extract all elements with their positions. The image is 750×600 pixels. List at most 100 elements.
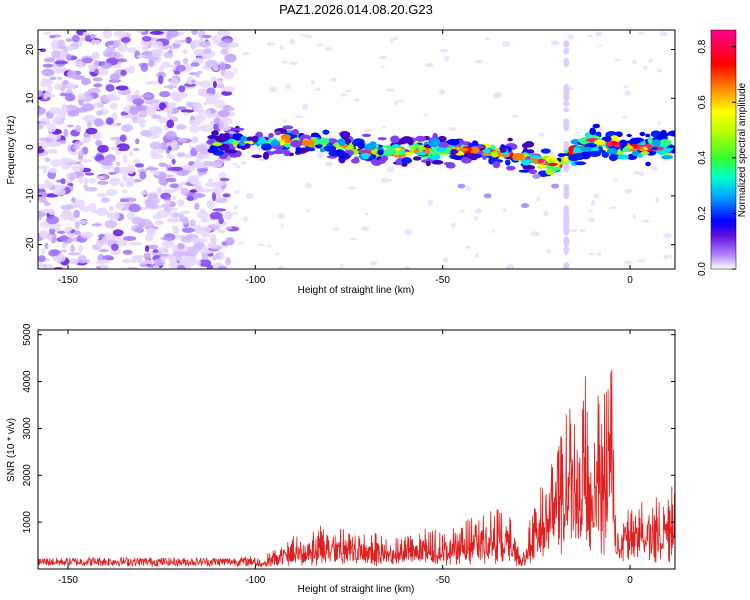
heatmap-cell bbox=[606, 148, 618, 155]
heatmap-cell bbox=[109, 136, 123, 141]
heatmap-cell bbox=[83, 177, 89, 186]
heatmap-cell bbox=[50, 159, 62, 168]
colorbar-tick-label: 0.4 bbox=[697, 150, 708, 164]
heatmap-cell bbox=[104, 154, 116, 163]
heatmap-cell bbox=[51, 50, 61, 59]
heatmap-cell bbox=[222, 86, 235, 93]
heatmap-cell bbox=[306, 208, 310, 213]
heatmap-cell bbox=[110, 177, 121, 181]
heatmap-cell bbox=[66, 124, 74, 128]
heatmap-cell bbox=[224, 210, 233, 220]
heatmap-cell bbox=[357, 141, 365, 150]
colorbar-gradient bbox=[710, 29, 737, 270]
heatmap-cell bbox=[108, 171, 117, 175]
heatmap-cell bbox=[622, 147, 630, 153]
heatmap-cell bbox=[279, 45, 284, 50]
heatmap-cell bbox=[195, 185, 204, 193]
heatmap-cell bbox=[348, 186, 356, 190]
heatmap-cell bbox=[38, 183, 49, 190]
heatmap-cell bbox=[159, 91, 171, 98]
heatmap-cell bbox=[540, 148, 551, 154]
heatmap-cell bbox=[151, 114, 162, 119]
heatmap-cell bbox=[631, 150, 640, 157]
heatmap-cell bbox=[450, 222, 456, 228]
heatmap-cell bbox=[573, 147, 581, 154]
heatmap-cell bbox=[528, 169, 538, 175]
heatmap-cell bbox=[511, 114, 520, 118]
heatmap-cell bbox=[68, 151, 82, 155]
heatmap-cell bbox=[79, 206, 92, 213]
heatmap-cell bbox=[362, 152, 370, 160]
heatmap-cell bbox=[661, 155, 674, 160]
heatmap-cell bbox=[213, 93, 221, 99]
heatmap-cell bbox=[70, 244, 75, 253]
heatmap-cell bbox=[194, 144, 207, 153]
heatmap-cell bbox=[183, 111, 188, 117]
heatmap-cell bbox=[269, 86, 277, 93]
heatmap-cell bbox=[316, 43, 324, 47]
heatmap-cell bbox=[171, 158, 176, 165]
heatmap-cell bbox=[608, 154, 618, 162]
heatmap-cell bbox=[120, 37, 131, 43]
heatmap-cell bbox=[246, 195, 251, 199]
heatmap-cell bbox=[190, 62, 200, 67]
heatmap-cell bbox=[592, 123, 601, 129]
heatmap-cell bbox=[474, 59, 484, 64]
heatmap-cell bbox=[201, 93, 214, 98]
heatmap-cell bbox=[307, 147, 316, 152]
heatmap-cell bbox=[210, 76, 218, 83]
heatmap-cell bbox=[465, 245, 471, 250]
heatmap-cell bbox=[397, 149, 406, 156]
heatmap-cell bbox=[176, 169, 189, 177]
heatmap-cell bbox=[200, 226, 212, 233]
heatmap-cell bbox=[88, 87, 101, 94]
heatmap-cell bbox=[113, 39, 122, 48]
heatmap-cell bbox=[231, 212, 239, 215]
heatmap-cell bbox=[232, 140, 238, 148]
heatmap-cell bbox=[88, 64, 96, 73]
heatmap-cell bbox=[65, 46, 76, 51]
heatmap-cell bbox=[60, 178, 66, 185]
heatmap-cell bbox=[490, 150, 499, 158]
heatmap-cell bbox=[617, 154, 630, 160]
heatmap-cell bbox=[215, 135, 228, 143]
heatmap-cell bbox=[84, 34, 92, 42]
heatmap-cell bbox=[41, 266, 49, 269]
heatmap-cell bbox=[609, 206, 617, 209]
chart-title: PAZ1.2026.014.08.20.G23 bbox=[279, 2, 433, 17]
heatmap-cell bbox=[563, 57, 570, 68]
heatmap-cell bbox=[667, 130, 675, 137]
heatmap-cell bbox=[382, 125, 386, 129]
heatmap-cell bbox=[177, 242, 185, 250]
heatmap-cell bbox=[623, 85, 629, 89]
heatmap-cell bbox=[295, 145, 301, 154]
heatmap-cell bbox=[207, 178, 213, 183]
heatmap-cell bbox=[545, 168, 554, 175]
heatmap-cell bbox=[122, 249, 133, 255]
heatmap-cell bbox=[282, 119, 288, 123]
heatmap-cell bbox=[207, 134, 218, 140]
heatmap-cell bbox=[548, 162, 558, 167]
heatmap-cell bbox=[548, 151, 555, 157]
heatmap-cell bbox=[162, 188, 177, 193]
heatmap-cell bbox=[163, 174, 174, 178]
heatmap-cell bbox=[192, 103, 203, 113]
heatmap-cell bbox=[657, 120, 661, 126]
heatmap-cell bbox=[624, 188, 633, 194]
heatmap-cell bbox=[465, 185, 471, 192]
heatmap-cell bbox=[392, 37, 399, 41]
heatmap-cell bbox=[243, 141, 255, 145]
heatmap-cell bbox=[191, 79, 196, 84]
heatmap-cell bbox=[427, 199, 433, 206]
heatmap-cell bbox=[589, 127, 596, 136]
heatmap-cell bbox=[285, 84, 292, 90]
heatmap-cell bbox=[638, 141, 647, 146]
heatmap-cell bbox=[50, 226, 56, 230]
heatmap-cell bbox=[435, 147, 447, 153]
heatmap-cell bbox=[277, 213, 285, 219]
heatmap-cell bbox=[139, 123, 146, 128]
heatmap-cell bbox=[369, 261, 378, 266]
heatmap-cell bbox=[153, 258, 166, 267]
heatmap-cell bbox=[81, 77, 92, 86]
heatmap-cell bbox=[66, 104, 75, 110]
